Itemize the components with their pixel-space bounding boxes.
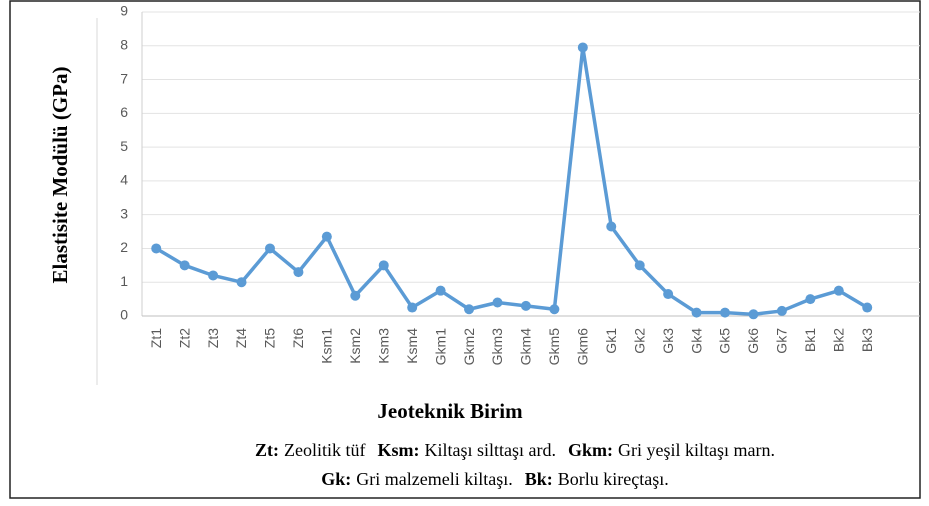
data-point xyxy=(520,300,531,311)
legend-text: Gri malzemeli kiltaşı. xyxy=(356,469,512,489)
data-point xyxy=(321,231,332,242)
data-point xyxy=(862,302,873,313)
x-tick-label: Gkm2 xyxy=(461,328,477,366)
data-point xyxy=(350,290,361,301)
x-tick-label: Ksm3 xyxy=(375,328,391,364)
data-point xyxy=(293,267,304,278)
x-tick-label: Gk7 xyxy=(774,328,790,354)
data-point xyxy=(151,243,162,254)
data-point xyxy=(748,309,759,320)
x-tick-label: Bk1 xyxy=(802,328,818,352)
data-point xyxy=(264,243,275,254)
data-point xyxy=(776,305,787,316)
data-point xyxy=(691,307,702,318)
x-tick-label: Gk6 xyxy=(745,328,761,354)
legend-abbr: Gk: xyxy=(321,469,351,489)
x-axis-title: Jeoteknik Birim xyxy=(377,399,523,423)
data-point xyxy=(606,221,617,232)
legend-abbr: Zt: xyxy=(255,440,279,460)
legend-line: Gk: Gri malzemeli kiltaşı. Bk: Borlu kireçt… xyxy=(321,469,668,489)
data-point xyxy=(663,289,674,300)
y-tick-label: 8 xyxy=(120,36,128,52)
x-tick-label: Gkm5 xyxy=(546,328,562,366)
x-tick-label: Bk2 xyxy=(830,328,846,352)
y-tick-label: 5 xyxy=(120,138,128,154)
data-point xyxy=(833,285,844,296)
y-tick-label: 6 xyxy=(120,104,128,120)
x-tick-label: Ksm4 xyxy=(404,328,420,364)
x-tick-label: Zt4 xyxy=(233,328,249,348)
x-tick-label: Gkm6 xyxy=(575,328,591,366)
x-tick-label: Zt1 xyxy=(148,328,164,348)
data-point xyxy=(577,42,588,53)
x-tick-label: Zt3 xyxy=(205,328,221,348)
y-tick-label: 0 xyxy=(120,307,128,323)
x-tick-label: Bk3 xyxy=(859,328,875,352)
x-tick-label: Zt2 xyxy=(176,328,192,348)
legend-text: Gri yeşil kiltaşı marn. xyxy=(618,440,775,460)
y-tick-label: 1 xyxy=(120,273,128,289)
x-tick-label: Zt5 xyxy=(262,328,278,348)
x-tick-label: Gkm4 xyxy=(518,328,534,366)
x-tick-label: Ksm1 xyxy=(319,328,335,364)
x-tick-label: Gkm1 xyxy=(432,328,448,366)
y-tick-label: 2 xyxy=(120,239,128,255)
data-point xyxy=(634,260,645,271)
data-point xyxy=(435,285,446,296)
data-point xyxy=(208,270,219,281)
data-point xyxy=(805,294,816,305)
y-tick-label: 9 xyxy=(120,3,128,19)
y-tick-label: 4 xyxy=(120,172,128,188)
y-axis-title: Elastisite Modülü (GPa) xyxy=(48,66,72,283)
legend-text: Borlu kireçtaşı. xyxy=(558,469,669,489)
legend-abbr: Ksm: xyxy=(378,440,420,460)
x-tick-label: Gk5 xyxy=(717,328,733,354)
legend-abbr: Gkm: xyxy=(568,440,613,460)
frame xyxy=(9,0,921,499)
data-point xyxy=(236,277,247,288)
x-tick-label: Gkm3 xyxy=(489,328,505,366)
x-tick-label: Zt6 xyxy=(290,328,306,348)
data-point xyxy=(492,297,503,308)
data-point xyxy=(720,307,731,318)
x-tick-label: Gk1 xyxy=(603,328,619,354)
legend-abbr: Bk: xyxy=(525,469,553,489)
y-tick-label: 3 xyxy=(120,205,128,221)
x-tick-label: Gk4 xyxy=(688,328,704,354)
y-tick-label: 7 xyxy=(120,70,128,86)
x-tick-label: Gk2 xyxy=(631,328,647,354)
data-point xyxy=(378,260,389,271)
data-point xyxy=(407,302,418,313)
legend-text: Zeolitik tüf xyxy=(284,440,365,460)
legend-text: Kiltaşı silttaşı ard. xyxy=(425,440,556,460)
x-tick-label: Ksm2 xyxy=(347,328,363,364)
data-point xyxy=(464,304,475,315)
data-point xyxy=(179,260,190,271)
data-point xyxy=(549,304,560,315)
x-tick-label: Gk3 xyxy=(660,328,676,354)
legend-line: Zt: Zeolitik tüf Ksm: Kiltaşı silttaşı ard.… xyxy=(255,440,775,460)
